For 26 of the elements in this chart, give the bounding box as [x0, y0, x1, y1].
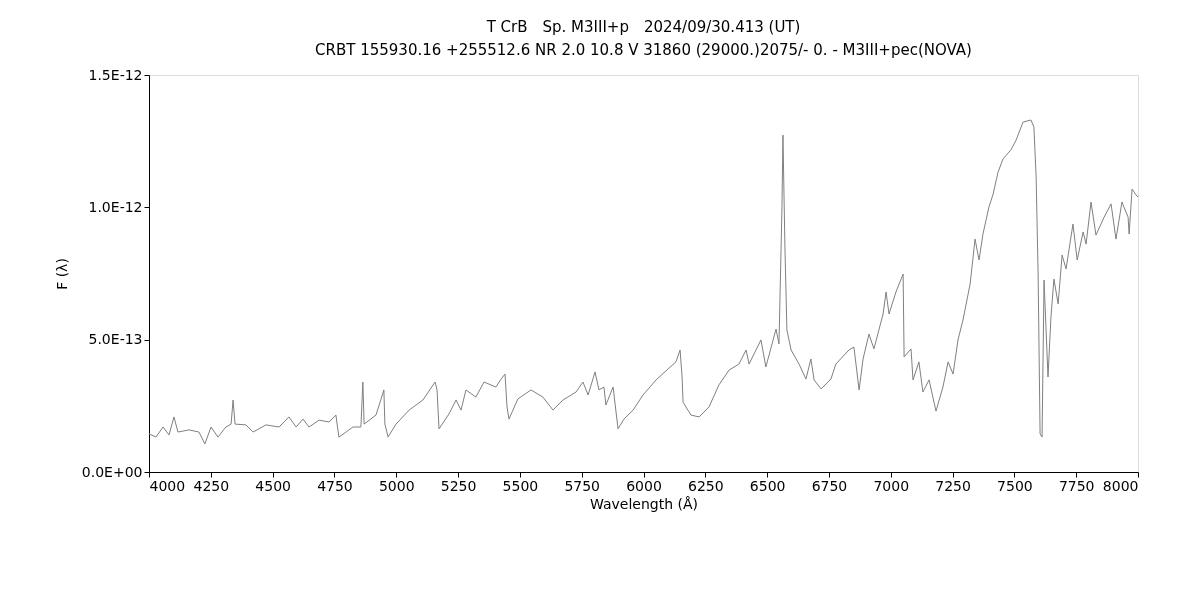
x-tick-label: 4750 — [317, 477, 353, 494]
line-series — [148, 119, 1139, 445]
x-tick-label: 6000 — [626, 477, 662, 494]
y-tick-label: 0.0E+00 — [81, 463, 143, 480]
x-tick-label: 4000 — [149, 477, 186, 494]
x-tick-label: 5000 — [378, 477, 415, 494]
y-tick-label: 5.0E-13 — [88, 331, 143, 348]
x-axis-title: Wavelength (Å) — [589, 495, 699, 512]
y-tick-label: 1.0E-12 — [88, 198, 143, 215]
x-tick-label: 6750 — [811, 477, 848, 494]
y-tick-label: 1.5E-12 — [88, 66, 143, 83]
x-tick-label: 7000 — [873, 477, 910, 494]
chart-subtitle: CRBT 155930.16 +255512.6 NR 2.0 10.8 V 31860 (29000.)2075/- 0. - M3III+pec(NOVA) — [315, 41, 972, 59]
x-tick-label: 5250 — [440, 477, 477, 494]
y-axis-title: F (λ) — [53, 258, 70, 290]
x-tick-label: 8000 — [1102, 477, 1139, 494]
x-tick-label: 6250 — [687, 477, 724, 494]
x-tick-label: 4250 — [193, 477, 230, 494]
x-tick-label: 5500 — [502, 477, 539, 494]
x-tick-label: 7750 — [1058, 477, 1095, 494]
x-tick-label: 5750 — [564, 477, 601, 494]
x-tick-label: 4500 — [255, 477, 291, 494]
chart-title: T CrB Sp. M3III+p 2024/09/30.413 (UT) — [485, 18, 801, 36]
x-tick-label: 7250 — [935, 477, 971, 494]
x-tick-label: 7500 — [997, 477, 1033, 494]
x-tick-label: 6500 — [749, 477, 786, 494]
